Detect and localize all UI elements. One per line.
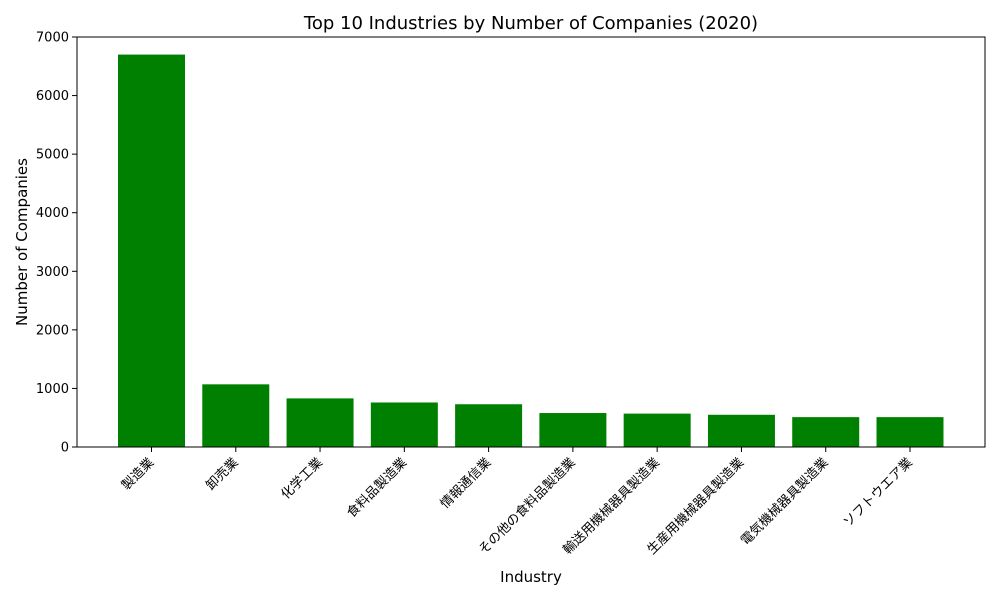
y-axis-label: Number of Companies	[13, 158, 31, 326]
x-tick-label: 電気機械器具製造業	[737, 455, 831, 549]
bar	[792, 417, 860, 447]
x-tick-label: ソフトウエア業	[840, 455, 916, 531]
plot-frame	[76, 36, 986, 448]
x-tick-label: 製造業	[118, 455, 157, 494]
bar	[876, 417, 944, 447]
x-tick-label: 生産用機械器具製造業	[644, 455, 747, 558]
y-tick-label: 7000	[36, 31, 69, 46]
bar	[707, 414, 775, 447]
x-tick-label: 情報通信業	[437, 455, 494, 512]
bar	[623, 413, 691, 447]
x-axis-label: Industry	[500, 568, 562, 586]
y-tick-label: 4000	[36, 206, 69, 221]
y-tick-label: 2000	[36, 323, 69, 338]
y-tick-label: 0	[61, 441, 69, 456]
chart-title: Top 10 Industries by Number of Companies…	[303, 13, 758, 34]
x-tick-label: 輸送用機械器具製造業	[560, 455, 663, 558]
y-tick-label: 6000	[36, 89, 69, 104]
x-tick-label: 卸売業	[203, 455, 242, 494]
bar	[455, 404, 523, 447]
bar	[539, 413, 607, 447]
bars-group	[118, 54, 944, 447]
y-tick-label: 1000	[36, 382, 69, 397]
x-tick-label: 食料品製造業	[344, 455, 410, 521]
bar	[118, 54, 185, 447]
bar	[286, 398, 354, 447]
bar	[370, 402, 438, 447]
x-ticks-group: 製造業 卸売業 化学工業 食料品製造業 情報通信業その他の食料品製造業輸送用機械器具製造…	[118, 447, 916, 558]
x-tick-label: その他の食料品製造業	[475, 455, 578, 558]
y-ticks-group: 0 1000 2000 3000 4000 5000 6000 7000	[36, 31, 77, 456]
y-tick-label: 3000	[36, 265, 69, 280]
x-tick-label: 化学工業	[278, 455, 326, 503]
bar	[202, 384, 270, 447]
y-tick-label: 5000	[36, 148, 69, 163]
